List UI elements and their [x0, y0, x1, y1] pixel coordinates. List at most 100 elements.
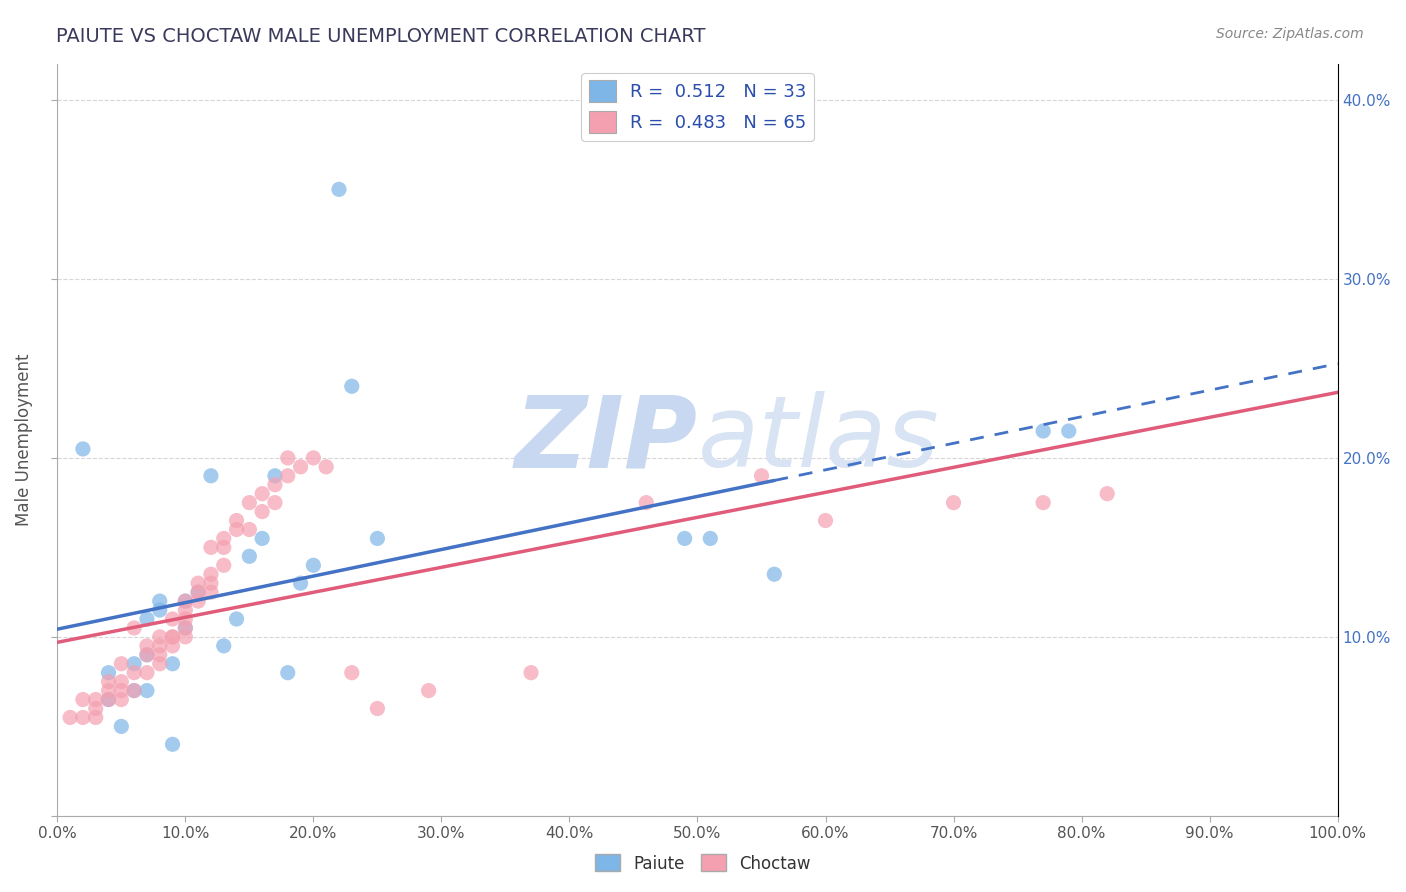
- Point: [277, 468, 299, 483]
- Point: [174, 603, 197, 617]
- Point: [302, 450, 325, 465]
- Point: [149, 657, 172, 671]
- Point: [110, 683, 132, 698]
- Point: [200, 541, 222, 555]
- Text: PAIUTE VS CHOCTAW MALE UNEMPLOYMENT CORRELATION CHART: PAIUTE VS CHOCTAW MALE UNEMPLOYMENT CORR…: [56, 27, 706, 45]
- Point: [1032, 424, 1054, 438]
- Point: [225, 514, 247, 528]
- Point: [162, 639, 184, 653]
- Point: [136, 683, 159, 698]
- Point: [187, 594, 209, 608]
- Point: [122, 683, 145, 698]
- Point: [122, 621, 145, 635]
- Point: [136, 639, 159, 653]
- Point: [328, 182, 350, 196]
- Point: [122, 683, 145, 698]
- Point: [149, 630, 172, 644]
- Point: [264, 468, 287, 483]
- Point: [212, 532, 235, 546]
- Point: [264, 495, 287, 509]
- Point: [200, 576, 222, 591]
- Point: [162, 630, 184, 644]
- Point: [174, 594, 197, 608]
- Point: [212, 541, 235, 555]
- Point: [1057, 424, 1080, 438]
- Point: [763, 567, 786, 582]
- Point: [340, 379, 363, 393]
- Point: [751, 468, 773, 483]
- Point: [814, 514, 837, 528]
- Point: [200, 567, 222, 582]
- Point: [97, 683, 120, 698]
- Point: [418, 683, 440, 698]
- Point: [302, 558, 325, 573]
- Point: [162, 630, 184, 644]
- Point: [250, 486, 273, 500]
- Point: [149, 594, 172, 608]
- Point: [290, 459, 312, 474]
- Point: [136, 648, 159, 662]
- Point: [187, 585, 209, 599]
- Point: [59, 710, 82, 724]
- Point: [72, 710, 94, 724]
- Point: [187, 576, 209, 591]
- Text: Source: ZipAtlas.com: Source: ZipAtlas.com: [1216, 27, 1364, 41]
- Point: [162, 612, 184, 626]
- Point: [250, 532, 273, 546]
- Point: [110, 657, 132, 671]
- Point: [149, 639, 172, 653]
- Y-axis label: Male Unemployment: Male Unemployment: [15, 354, 32, 526]
- Text: atlas: atlas: [697, 392, 939, 489]
- Point: [290, 576, 312, 591]
- Point: [520, 665, 543, 680]
- Point: [97, 692, 120, 706]
- Point: [84, 710, 107, 724]
- Point: [315, 459, 337, 474]
- Point: [122, 665, 145, 680]
- Point: [72, 442, 94, 456]
- Point: [1032, 495, 1054, 509]
- Point: [673, 532, 696, 546]
- Text: ZIP: ZIP: [515, 392, 697, 489]
- Point: [366, 701, 388, 715]
- Point: [1095, 486, 1118, 500]
- Point: [942, 495, 965, 509]
- Point: [97, 692, 120, 706]
- Point: [149, 603, 172, 617]
- Point: [174, 630, 197, 644]
- Point: [250, 505, 273, 519]
- Point: [238, 523, 260, 537]
- Point: [97, 674, 120, 689]
- Legend: Paiute, Choctaw: Paiute, Choctaw: [588, 847, 818, 880]
- Legend: R =  0.512   N = 33, R =  0.483   N = 65: R = 0.512 N = 33, R = 0.483 N = 65: [581, 73, 814, 141]
- Point: [174, 594, 197, 608]
- Point: [699, 532, 721, 546]
- Point: [264, 477, 287, 491]
- Point: [366, 532, 388, 546]
- Point: [110, 719, 132, 733]
- Point: [149, 648, 172, 662]
- Point: [636, 495, 658, 509]
- Point: [200, 585, 222, 599]
- Point: [277, 665, 299, 680]
- Point: [110, 674, 132, 689]
- Point: [174, 621, 197, 635]
- Point: [136, 665, 159, 680]
- Point: [110, 692, 132, 706]
- Point: [238, 549, 260, 564]
- Point: [162, 657, 184, 671]
- Point: [162, 737, 184, 751]
- Point: [84, 692, 107, 706]
- Point: [200, 468, 222, 483]
- Point: [340, 665, 363, 680]
- Point: [212, 639, 235, 653]
- Point: [187, 585, 209, 599]
- Point: [136, 612, 159, 626]
- Point: [72, 692, 94, 706]
- Point: [277, 450, 299, 465]
- Point: [84, 701, 107, 715]
- Point: [174, 612, 197, 626]
- Point: [122, 657, 145, 671]
- Point: [238, 495, 260, 509]
- Point: [225, 523, 247, 537]
